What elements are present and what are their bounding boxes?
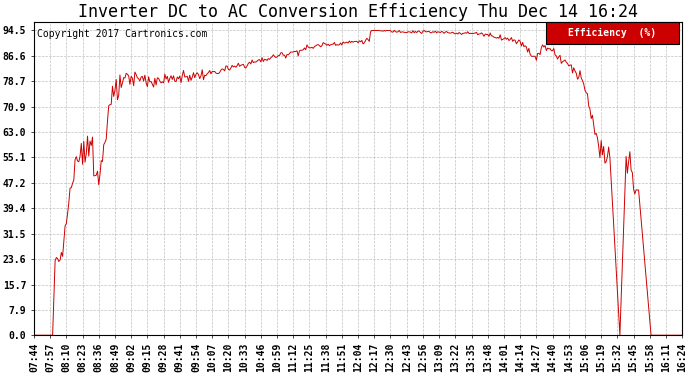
Text: Copyright 2017 Cartronics.com: Copyright 2017 Cartronics.com [37,28,208,39]
Text: Efficiency  (%): Efficiency (%) [569,28,657,38]
FancyBboxPatch shape [546,22,679,44]
Title: Inverter DC to AC Conversion Efficiency Thu Dec 14 16:24: Inverter DC to AC Conversion Efficiency … [78,3,638,21]
